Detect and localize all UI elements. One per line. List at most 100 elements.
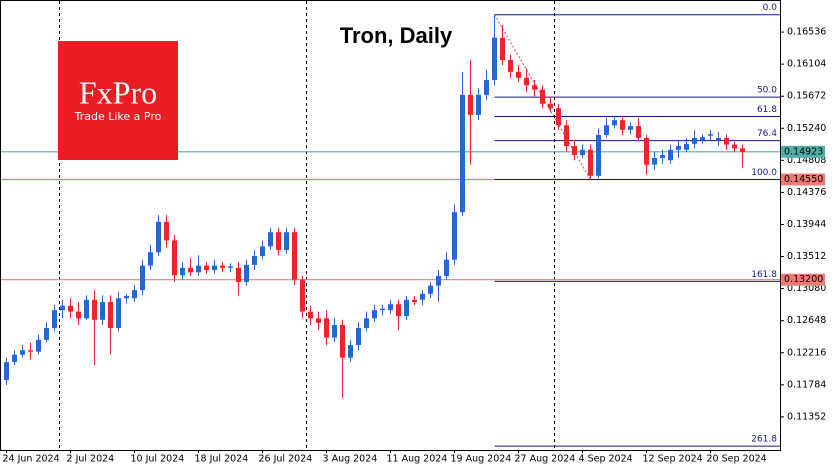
y-tick-label: 0.16536 bbox=[787, 27, 826, 38]
candle-body bbox=[236, 267, 241, 282]
candle-body bbox=[92, 299, 97, 320]
x-tick-label: 19 Aug 2024 bbox=[451, 454, 512, 465]
fib-label: 76.4 bbox=[757, 129, 777, 139]
candle-body bbox=[548, 103, 553, 109]
candle-body bbox=[436, 275, 441, 286]
logo-brand: FxPro bbox=[79, 74, 157, 110]
price-label-box bbox=[781, 273, 825, 286]
fib-label: 0.0 bbox=[763, 3, 778, 13]
fib-label: 261.8 bbox=[751, 435, 777, 445]
candle-body bbox=[268, 232, 273, 247]
price-label: 0.14550 bbox=[784, 174, 823, 185]
candle-body bbox=[180, 267, 185, 276]
fib-label: 100.0 bbox=[751, 168, 777, 178]
candle-body bbox=[324, 318, 329, 338]
y-tick-label: 0.13944 bbox=[787, 219, 826, 230]
candle-body bbox=[132, 290, 137, 299]
candle-body bbox=[652, 157, 657, 165]
x-tick-label: 26 Jul 2024 bbox=[259, 454, 313, 465]
candle-body bbox=[452, 212, 457, 260]
y-tick-label: 0.13080 bbox=[787, 283, 826, 294]
candle-body bbox=[668, 149, 673, 161]
candle-body bbox=[316, 318, 321, 323]
candle-body bbox=[276, 232, 281, 251]
price-label: 0.13200 bbox=[784, 274, 823, 285]
candle-body bbox=[196, 265, 201, 273]
candle-body bbox=[364, 318, 369, 328]
candle-body bbox=[308, 311, 313, 319]
candle-body bbox=[724, 137, 729, 145]
candle-body bbox=[204, 265, 209, 271]
candle-body bbox=[60, 305, 65, 311]
candle-body bbox=[604, 125, 609, 135]
x-tick-label: 3 Aug 2024 bbox=[323, 454, 378, 465]
candle-body bbox=[372, 310, 377, 319]
y-tick-label: 0.11352 bbox=[787, 411, 826, 422]
fib-label: 161.8 bbox=[751, 270, 777, 280]
y-tick-label: 0.13512 bbox=[787, 251, 826, 262]
y-tick-label: 0.14808 bbox=[787, 155, 826, 166]
y-tick-label: 0.14376 bbox=[787, 187, 826, 198]
candle-body bbox=[740, 148, 745, 153]
candle-body bbox=[28, 350, 33, 352]
candle-body bbox=[660, 154, 665, 158]
candle-body bbox=[156, 221, 161, 253]
candle-body bbox=[684, 143, 689, 150]
price-label-box bbox=[781, 145, 825, 158]
fib-label: 61.8 bbox=[757, 105, 777, 115]
candle-body bbox=[428, 285, 433, 294]
candle-body bbox=[284, 232, 289, 251]
candle-body bbox=[588, 149, 593, 176]
x-tick-label: 2 Jul 2024 bbox=[67, 454, 115, 465]
candle-body bbox=[732, 144, 737, 149]
candle-body bbox=[84, 299, 89, 319]
logo-tagline: Trade Like a Pro bbox=[74, 110, 162, 123]
candle-body bbox=[716, 137, 721, 141]
candle-body bbox=[412, 299, 417, 302]
candle-body bbox=[676, 146, 681, 150]
candle-body bbox=[612, 120, 617, 126]
x-tick-label: 27 Aug 2024 bbox=[515, 454, 576, 465]
x-tick-label: 24 Jun 2024 bbox=[3, 454, 60, 465]
candle-body bbox=[332, 324, 337, 338]
candle-body bbox=[420, 293, 425, 300]
candle-body bbox=[260, 246, 265, 256]
candle-body bbox=[228, 266, 233, 268]
candle-body bbox=[636, 126, 641, 138]
fib-label: 50.0 bbox=[757, 86, 777, 96]
candle-body bbox=[516, 71, 521, 78]
candle-body bbox=[476, 94, 481, 115]
candle-body bbox=[556, 108, 561, 126]
candle-body bbox=[444, 259, 449, 276]
candle-body bbox=[388, 304, 393, 311]
axes: 0.16536 0.16104 0.15672 0.15240 0.14808 0.143… bbox=[3, 27, 827, 465]
candle-body bbox=[140, 265, 145, 291]
candle-body bbox=[100, 301, 105, 320]
candle-body bbox=[692, 137, 697, 144]
candle-body bbox=[52, 310, 57, 328]
fibonacci: 0.0 50.0 61.8 76.4 100.0 161.8 261.8 bbox=[494, 3, 780, 447]
x-tick-label: 20 Sep 2024 bbox=[707, 454, 767, 465]
x-tick-label: 10 Jul 2024 bbox=[131, 454, 185, 465]
x-tick-label: 4 Sep 2024 bbox=[579, 454, 633, 465]
candle-body bbox=[572, 146, 577, 155]
price-label-box bbox=[781, 173, 825, 186]
x-tick-label: 11 Aug 2024 bbox=[387, 454, 448, 465]
logo-box bbox=[58, 41, 178, 160]
candle-body bbox=[620, 120, 625, 130]
candle-body bbox=[524, 77, 529, 86]
candle-body bbox=[564, 125, 569, 147]
candle-body bbox=[20, 350, 25, 355]
candle-body bbox=[108, 301, 113, 328]
y-tick-label: 0.15672 bbox=[787, 91, 826, 102]
candle-body bbox=[292, 232, 297, 280]
price-label: 0.14923 bbox=[784, 146, 823, 157]
candle-body bbox=[300, 279, 305, 312]
candle-body bbox=[340, 324, 345, 358]
candle-body bbox=[380, 308, 385, 311]
candle-body bbox=[44, 327, 49, 340]
candle-body bbox=[532, 85, 537, 90]
candle-body bbox=[700, 137, 705, 141]
